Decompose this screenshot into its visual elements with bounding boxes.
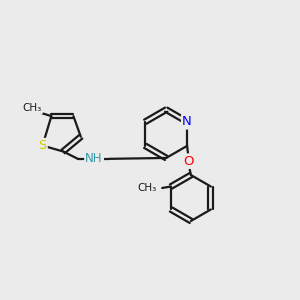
- Text: O: O: [183, 155, 194, 168]
- Text: CH₃: CH₃: [22, 103, 42, 113]
- Text: S: S: [38, 139, 46, 152]
- Text: CH₃: CH₃: [137, 183, 156, 193]
- Text: NH: NH: [85, 152, 103, 165]
- Text: N: N: [182, 115, 192, 128]
